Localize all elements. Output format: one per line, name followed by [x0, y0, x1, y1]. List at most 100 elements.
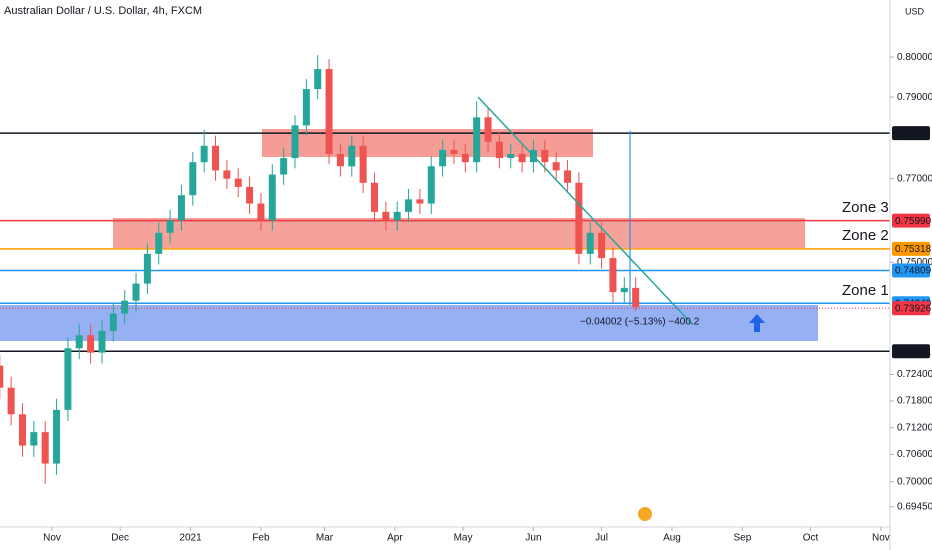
candle-body: [416, 199, 424, 204]
candle-body: [382, 211, 390, 221]
candle-body: [552, 162, 560, 171]
y-tick-label: 0.80000: [897, 52, 932, 63]
price-level-tag: [892, 126, 930, 141]
x-tick-label: Feb: [252, 533, 270, 544]
y-tick-label: 0.77000: [897, 173, 932, 184]
x-tick-label: May: [454, 533, 473, 544]
y-tick-label: 0.75000: [897, 257, 932, 268]
y-tick-label: 0.79000: [897, 92, 932, 103]
candle-body: [450, 149, 458, 154]
candle-body: [427, 166, 435, 204]
price-level-tag: [892, 344, 930, 359]
price-level-label: 0.72931: [895, 346, 932, 357]
candle-body: [575, 182, 583, 254]
candle-body: [405, 199, 413, 212]
y-tick-label: 0.70600: [897, 449, 932, 460]
arrow-up: [749, 314, 765, 332]
candle-body: [564, 170, 572, 183]
candle-body: [109, 313, 117, 331]
candle-body: [132, 283, 140, 301]
candle-body: [461, 153, 469, 163]
y-tick-label: 0.69450: [897, 501, 932, 512]
candle-body: [609, 258, 617, 293]
currency-label: USD: [905, 6, 925, 16]
price-level-tag: [892, 301, 930, 316]
candle-body: [541, 149, 549, 163]
candle-body: [75, 335, 83, 349]
candle-body: [177, 195, 185, 221]
candle-body: [370, 182, 378, 212]
x-tick-label: Sep: [733, 533, 751, 544]
y-tick-label: 0.71200: [897, 422, 932, 433]
price-level-label: 0.75318: [895, 244, 932, 255]
y-tick-label: 0.70000: [897, 476, 932, 487]
candle-body: [234, 178, 242, 187]
candle-body: [166, 220, 174, 233]
candle-body: [257, 203, 265, 221]
candle-body: [314, 69, 322, 90]
event-icon: [638, 507, 652, 521]
candle-body: [495, 141, 503, 159]
candle-body: [598, 232, 606, 259]
candle-body: [155, 232, 163, 254]
candle-body: [393, 211, 401, 221]
candle-body: [223, 170, 231, 179]
candle-body: [98, 330, 106, 353]
candle-body: [325, 69, 333, 154]
candle-body: [302, 89, 310, 126]
candle-body: [439, 149, 447, 167]
candle-body: [18, 414, 26, 446]
candle-body: [586, 232, 594, 254]
candle-body: [121, 300, 129, 314]
zone-label: Zone 2: [842, 227, 889, 244]
candle-body: [268, 174, 276, 221]
price-level-tag: [892, 241, 930, 256]
candle-body: [484, 117, 492, 142]
price-level-label: 0.73926: [895, 303, 932, 314]
x-tick-label: Aug: [663, 533, 681, 544]
candle-body: [507, 153, 515, 159]
candle-body: [30, 432, 38, 446]
price-level-label: 0.74809: [895, 266, 932, 277]
candle-body: [518, 153, 526, 163]
x-tick-label: Mar: [316, 533, 334, 544]
chart-title: Australian Dollar / U.S. Dollar, 4h, FXC…: [4, 5, 202, 17]
x-tick-label: Nov: [43, 533, 61, 544]
candle-body: [143, 253, 151, 284]
x-tick-label: Oct: [803, 533, 819, 544]
price-level-label: 0.75990: [895, 216, 932, 227]
candle-body: [212, 145, 220, 171]
y-tick-label: 0.72400: [897, 369, 932, 380]
candle-body: [64, 348, 72, 410]
candle-body: [291, 125, 299, 159]
x-tick-label: Nov: [872, 533, 890, 544]
candle-body: [189, 162, 197, 196]
price-level-tag: [892, 263, 930, 278]
x-tick-label: Jun: [525, 533, 541, 544]
candle-body: [87, 335, 95, 353]
x-tick-label: Apr: [387, 533, 403, 544]
candle-body: [620, 287, 628, 293]
candle-body: [632, 287, 640, 308]
zone-label: Zone 1: [842, 282, 889, 299]
candle-body: [280, 158, 288, 175]
candle-body: [41, 432, 49, 464]
price-level-label: 0.78110: [895, 128, 931, 139]
measure-label: −0.04002 (−5.13%) −400.2: [580, 317, 700, 328]
candle-body: [359, 145, 367, 183]
x-tick-label: 2021: [179, 533, 202, 544]
candle-body: [473, 117, 481, 163]
candle-body: [336, 153, 344, 167]
x-tick-label: Jul: [595, 533, 608, 544]
candle-body: [348, 145, 356, 167]
candle-body: [53, 409, 61, 464]
zone-box: [113, 218, 805, 248]
candle-body: [246, 186, 254, 204]
zone-label: Zone 3: [842, 199, 889, 216]
trend-line: [477, 96, 693, 325]
x-tick-label: Dec: [111, 533, 129, 544]
candle-body: [7, 387, 15, 415]
candle-body: [0, 365, 4, 388]
